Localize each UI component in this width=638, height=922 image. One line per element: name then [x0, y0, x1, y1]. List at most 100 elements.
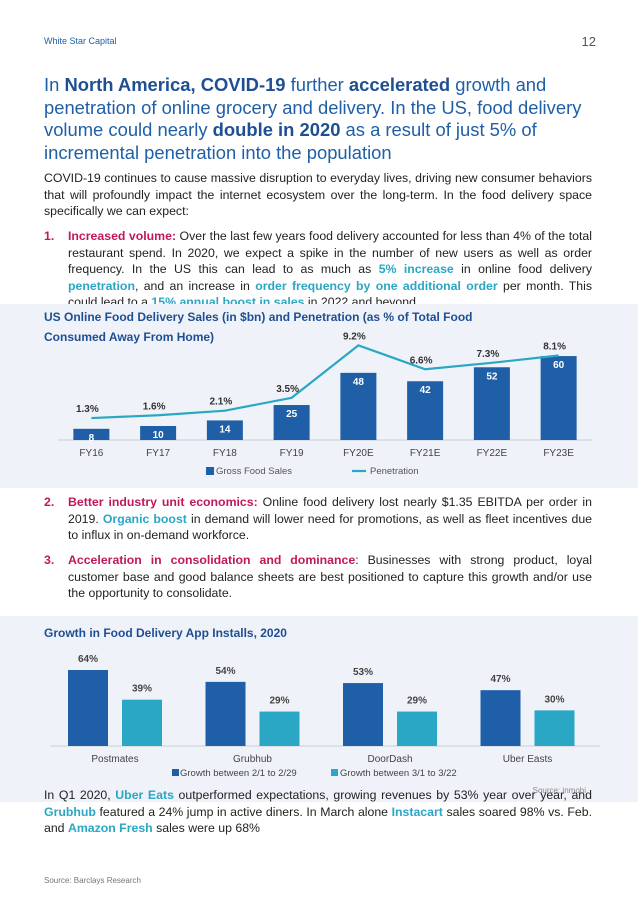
legend-swatch [172, 769, 179, 776]
page-number: 12 [581, 34, 596, 49]
bar-value-label: 10 [153, 430, 165, 441]
highlight: 5% increase [378, 262, 454, 276]
legend-label: Growth between 2/1 to 2/29 [180, 768, 297, 779]
headline-text: further [285, 74, 349, 95]
list-text: in demand will lower need for promotions… [68, 511, 592, 543]
bar-sales [473, 367, 510, 440]
bar-value-label: 64% [78, 654, 98, 665]
headline-text: as a result of just 5% of incremental pe… [44, 119, 537, 163]
highlight: order frequency by one additional order [255, 278, 498, 293]
x-tick-label: FY16 [79, 448, 103, 459]
x-tick-label: DoorDash [367, 754, 412, 765]
list-text: Online food delivery lost nearly $1.35 E… [68, 495, 593, 526]
chart-title: Growth in Food Delivery App Installs, 20… [44, 626, 287, 640]
bar-value-label: 48 [353, 377, 365, 388]
list-item-2: 2. Better industry unit economics: Online… [44, 494, 592, 544]
penetration-line [91, 344, 559, 420]
bar-value-label: 8 [89, 433, 95, 444]
list-text: Over the last few years food delivery ac… [68, 229, 593, 276]
highlight: Uber Eats [115, 788, 174, 802]
list-lead: Acceleration in consolidation and domina… [68, 553, 356, 567]
highlight: Organic boost [102, 511, 187, 526]
bar-value-label: 42 [420, 385, 432, 396]
list-text: : Businesses with strong product, loyal … [68, 553, 592, 600]
bar-value-label: 47% [490, 674, 510, 685]
page-source: Source: Barclays Research [44, 876, 141, 885]
bar-value-label: 60 [553, 360, 565, 371]
bar-value-label: 14 [219, 424, 231, 435]
line-value-label: 1.3% [76, 404, 99, 415]
bar-value-label: 25 [286, 409, 298, 420]
bar-value-label: 54% [215, 666, 235, 677]
list-number: 3. [44, 553, 55, 567]
list-number: 2. [44, 495, 55, 509]
x-tick-label: FY19 [280, 448, 304, 459]
headline-bold: North America, COVID-19 [64, 74, 286, 95]
bar-sales [273, 405, 310, 440]
bar-installs [259, 711, 300, 746]
list-number: 1. [44, 229, 55, 243]
legend-swatch [331, 769, 338, 776]
bar-sales [407, 381, 444, 440]
bar-value-label: 53% [353, 667, 373, 678]
legend-label: Growth between 3/1 to 3/22 [340, 768, 457, 779]
line-value-label: 3.5% [276, 384, 299, 395]
sales-chart: 8 FY16 10 FY17 14 FY18 25 FY19 48 FY20E 42 FY21E 52 F… [58, 331, 592, 477]
line-value-label: 1.6% [143, 401, 166, 412]
bar-value-label: 30% [544, 694, 564, 705]
bar-value-label: 29% [407, 696, 427, 707]
bar-installs [397, 711, 437, 746]
highlight: Grubhub [44, 804, 96, 819]
list-text: , and an increase in [134, 278, 256, 293]
bar-value-label: 29% [269, 696, 289, 707]
intro-paragraph: COVID-19 continues to cause massive disr… [44, 171, 592, 218]
body-text: outperformed expectations, growing reven… [173, 788, 592, 802]
line-value-label: 2.1% [209, 397, 232, 408]
x-tick-label: FY20E [343, 448, 374, 459]
bottom-paragraph: In Q1 2020, Uber Eats outperformed expec… [44, 787, 592, 837]
bar-sales [140, 426, 177, 440]
bar-installs [480, 690, 521, 746]
bar-installs [343, 683, 383, 746]
bar-installs [122, 699, 162, 746]
bar-installs [205, 681, 246, 746]
x-tick-label: FY18 [213, 448, 237, 459]
x-tick-label: FY23E [543, 448, 574, 459]
headline: In North America, COVID-19 further accel… [44, 74, 594, 164]
list-item-1: 1. Increased volume: Over the last few ye… [44, 228, 592, 311]
installs-chart: 64% 39% Postmates 54% 29% Grubhub 53% 29% DoorDa… [50, 654, 600, 779]
list-text: in online food delivery [453, 262, 592, 276]
line-value-label: 6.6% [410, 355, 433, 366]
bar-sales [73, 428, 110, 440]
list-lead: Increased volume: [68, 229, 177, 243]
bar-value-label: 52 [486, 371, 498, 382]
bar-sales [540, 356, 577, 440]
headline-text: growth and penetration of online grocery… [44, 74, 582, 140]
bar-sales [340, 372, 377, 440]
sales-chart-panel: US Online Food Delivery Sales (in $bn) a… [0, 304, 638, 488]
installs-chart-panel: Growth in Food Delivery App Installs, 20… [0, 616, 638, 802]
x-tick-label: Postmates [91, 754, 138, 765]
bar-installs [68, 670, 108, 746]
legend-label: Penetration [370, 466, 419, 477]
chart-source: Source: inmobi [532, 786, 586, 795]
bar-value-label: 39% [132, 684, 152, 695]
x-tick-label: FY21E [410, 448, 441, 459]
x-tick-label: FY22E [477, 448, 508, 459]
x-tick-label: Uber Easts [503, 754, 552, 765]
body-text: In Q1 2020, [44, 788, 116, 802]
headline-bold: accelerated [348, 74, 451, 95]
line-value-label: 7.3% [476, 349, 499, 360]
bar-sales [206, 420, 243, 440]
highlight: Amazon Fresh [67, 821, 153, 835]
chart-title: US Online Food Delivery Sales (in $bn) a… [44, 310, 473, 344]
list-item-3: 3. Acceleration in consolidation and domi… [44, 552, 592, 602]
x-tick-label: Grubhub [233, 754, 272, 765]
highlight: penetration [68, 278, 135, 293]
body-text: featured a 24% jump in active diners. In… [95, 804, 392, 819]
brand-name: White Star Capital [44, 36, 117, 46]
body-text: sales soared 98% vs. Feb. and [44, 804, 592, 836]
list-lead: Better industry unit economics: [68, 495, 258, 509]
line-value-label: 9.2% [343, 331, 366, 342]
headline-bold: double in 2020 [212, 119, 341, 140]
